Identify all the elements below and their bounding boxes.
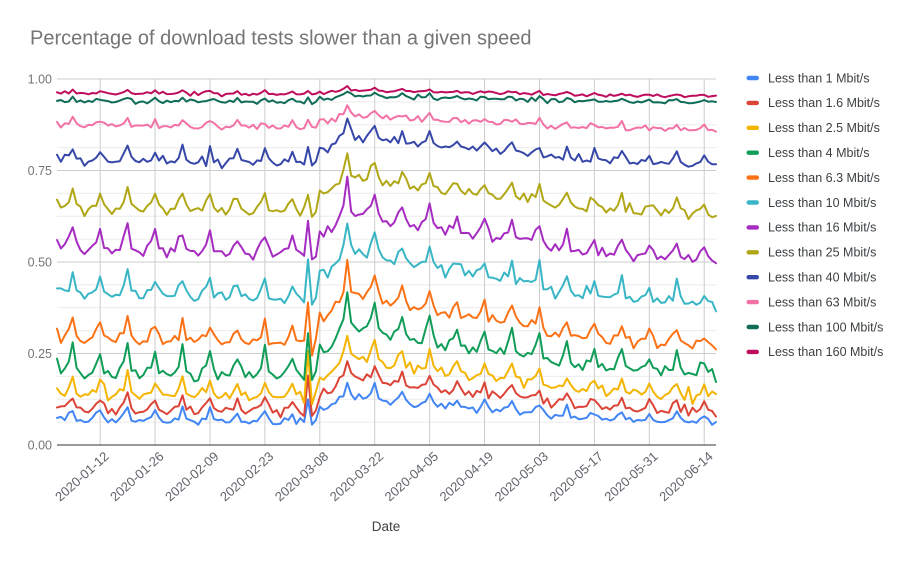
svg-text:Less than 40 Mbit/s: Less than 40 Mbit/s bbox=[768, 271, 876, 285]
svg-text:Less than 4 Mbit/s: Less than 4 Mbit/s bbox=[768, 146, 869, 160]
svg-text:0.75: 0.75 bbox=[28, 164, 52, 178]
svg-text:0.50: 0.50 bbox=[28, 256, 52, 270]
svg-text:Percentage of download tests s: Percentage of download tests slower than… bbox=[30, 28, 531, 50]
svg-text:Less than 16 Mbit/s: Less than 16 Mbit/s bbox=[768, 221, 876, 235]
svg-text:Less than 6.3 Mbit/s: Less than 6.3 Mbit/s bbox=[768, 171, 880, 185]
svg-text:Less than 63 Mbit/s: Less than 63 Mbit/s bbox=[768, 295, 876, 309]
svg-text:Less than 2.5 Mbit/s: Less than 2.5 Mbit/s bbox=[768, 121, 880, 135]
svg-text:Less than 1.6 Mbit/s: Less than 1.6 Mbit/s bbox=[768, 96, 880, 110]
svg-text:Less than 10 Mbit/s: Less than 10 Mbit/s bbox=[768, 196, 876, 210]
svg-text:Less than 25 Mbit/s: Less than 25 Mbit/s bbox=[768, 246, 876, 260]
svg-text:0.25: 0.25 bbox=[28, 347, 52, 361]
svg-text:Less than 1 Mbit/s: Less than 1 Mbit/s bbox=[768, 71, 869, 85]
svg-text:Less than 160 Mbit/s: Less than 160 Mbit/s bbox=[768, 345, 883, 359]
svg-text:0.00: 0.00 bbox=[28, 439, 52, 453]
svg-text:Date: Date bbox=[372, 519, 401, 534]
svg-text:1.00: 1.00 bbox=[28, 73, 52, 87]
svg-text:Less than 100 Mbit/s: Less than 100 Mbit/s bbox=[768, 320, 883, 334]
